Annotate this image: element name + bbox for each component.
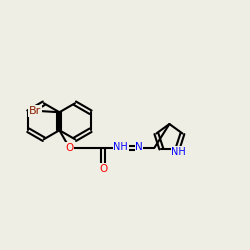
Text: NH: NH: [113, 142, 128, 152]
Text: N: N: [135, 142, 143, 152]
Text: Br: Br: [29, 106, 41, 116]
Text: O: O: [100, 164, 108, 173]
Text: NH: NH: [171, 147, 186, 157]
Text: O: O: [65, 143, 74, 153]
